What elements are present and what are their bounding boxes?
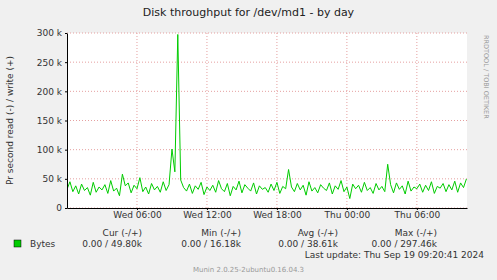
y-tick-mark [65, 62, 67, 63]
last-update: Last update: Thu Sep 19 09:20:41 2024 [305, 250, 485, 260]
y-tick: 100 k [37, 145, 67, 155]
grid-line-x [346, 33, 347, 208]
legend-stat: 0.00 / 297.46k [372, 239, 438, 249]
x-tick: Wed 12:00 [183, 208, 232, 220]
y-axis-line [67, 34, 68, 209]
x-tick: Wed 06:00 [113, 208, 162, 220]
grid-line-y [67, 33, 467, 34]
legend-label: Bytes [30, 239, 56, 249]
legend-header: Avg (-/+) [298, 228, 338, 238]
x-tick-label: Wed 18:00 [253, 210, 302, 220]
series-line [67, 34, 466, 198]
y-tick-label: 300 k [37, 28, 63, 38]
y-tick-label: 150 k [37, 116, 63, 126]
chart-container: 050 k100 k150 k200 k250 k300 kWed 06:00W… [0, 0, 497, 280]
y-tick-label: 250 k [37, 58, 63, 68]
x-tick-label: Wed 06:00 [113, 210, 162, 220]
y-tick: 50 k [42, 174, 67, 184]
legend-header: Cur (-/+) [103, 228, 142, 238]
plot-area [67, 34, 466, 198]
y-tick-label: 100 k [37, 145, 63, 155]
y-tick-mark [65, 121, 67, 122]
watermark: RRDTOOL / TOBI OETIKER [482, 35, 490, 119]
grid-line-x [136, 33, 137, 208]
grid-line-y [67, 208, 467, 209]
y-tick-mark [65, 208, 67, 209]
grid-line-y [67, 62, 467, 63]
legend-stat: 0.00 / 49.80k [82, 239, 143, 249]
y-tick-label: 50 k [42, 174, 62, 184]
grid-line-y [67, 120, 467, 121]
legend-stat: 0.00 / 38.61k [278, 239, 339, 249]
y-axis: 0 50 k 100 k 150 k 200 k 250 k 300 k [37, 28, 68, 213]
title: Disk throughput for /dev/md1 - by day [143, 6, 355, 19]
y-tick: 150 k [37, 116, 67, 126]
y-tick: 200 k [37, 87, 67, 97]
x-tick: Thu 06:00 [394, 208, 441, 220]
x-tick-label: Thu 06:00 [394, 210, 441, 220]
y-tick-mark [65, 150, 67, 151]
legend-header: Max (-/+) [395, 228, 437, 238]
y-tick-mark [65, 33, 67, 34]
y-tick-label: 200 k [37, 87, 63, 97]
y-tick: 300 k [37, 28, 67, 38]
grid-line-y [67, 91, 467, 92]
x-axis-line [68, 208, 468, 209]
x-tick-label: Thu 00:00 [324, 210, 371, 220]
chart-svg: 050 k100 k150 k200 k250 k300 kWed 06:00W… [0, 0, 497, 280]
grid-line-x [416, 33, 417, 208]
x-axis: Wed 06:00 Wed 12:00 Wed 18:00 Thu 00:00 Thu … [68, 208, 468, 220]
plot-background [67, 33, 467, 208]
y-tick-mark [65, 179, 67, 180]
grid [67, 33, 467, 208]
y-tick-label: 0 [56, 203, 62, 213]
legend-stat: 0.00 / 16.18k [181, 239, 242, 249]
x-tick-label: Wed 12:00 [183, 210, 232, 220]
grid-line-y [67, 178, 467, 179]
legend-swatch [14, 240, 21, 247]
background [0, 0, 497, 280]
y-tick: 250 k [37, 58, 67, 68]
y-axis-title: Pr second read (-) / write (+) [5, 56, 15, 185]
y-tick-mark [65, 91, 67, 92]
grid-line-y [67, 149, 467, 150]
y-tick: 0 [56, 203, 67, 213]
x-tick: Thu 00:00 [324, 208, 371, 220]
legend-header: Min (-/+) [201, 228, 241, 238]
footer: Munin 2.0.25-2ubuntu0.16.04.3 [193, 266, 304, 274]
x-tick: Wed 18:00 [253, 208, 302, 220]
grid-line-x [206, 33, 207, 208]
